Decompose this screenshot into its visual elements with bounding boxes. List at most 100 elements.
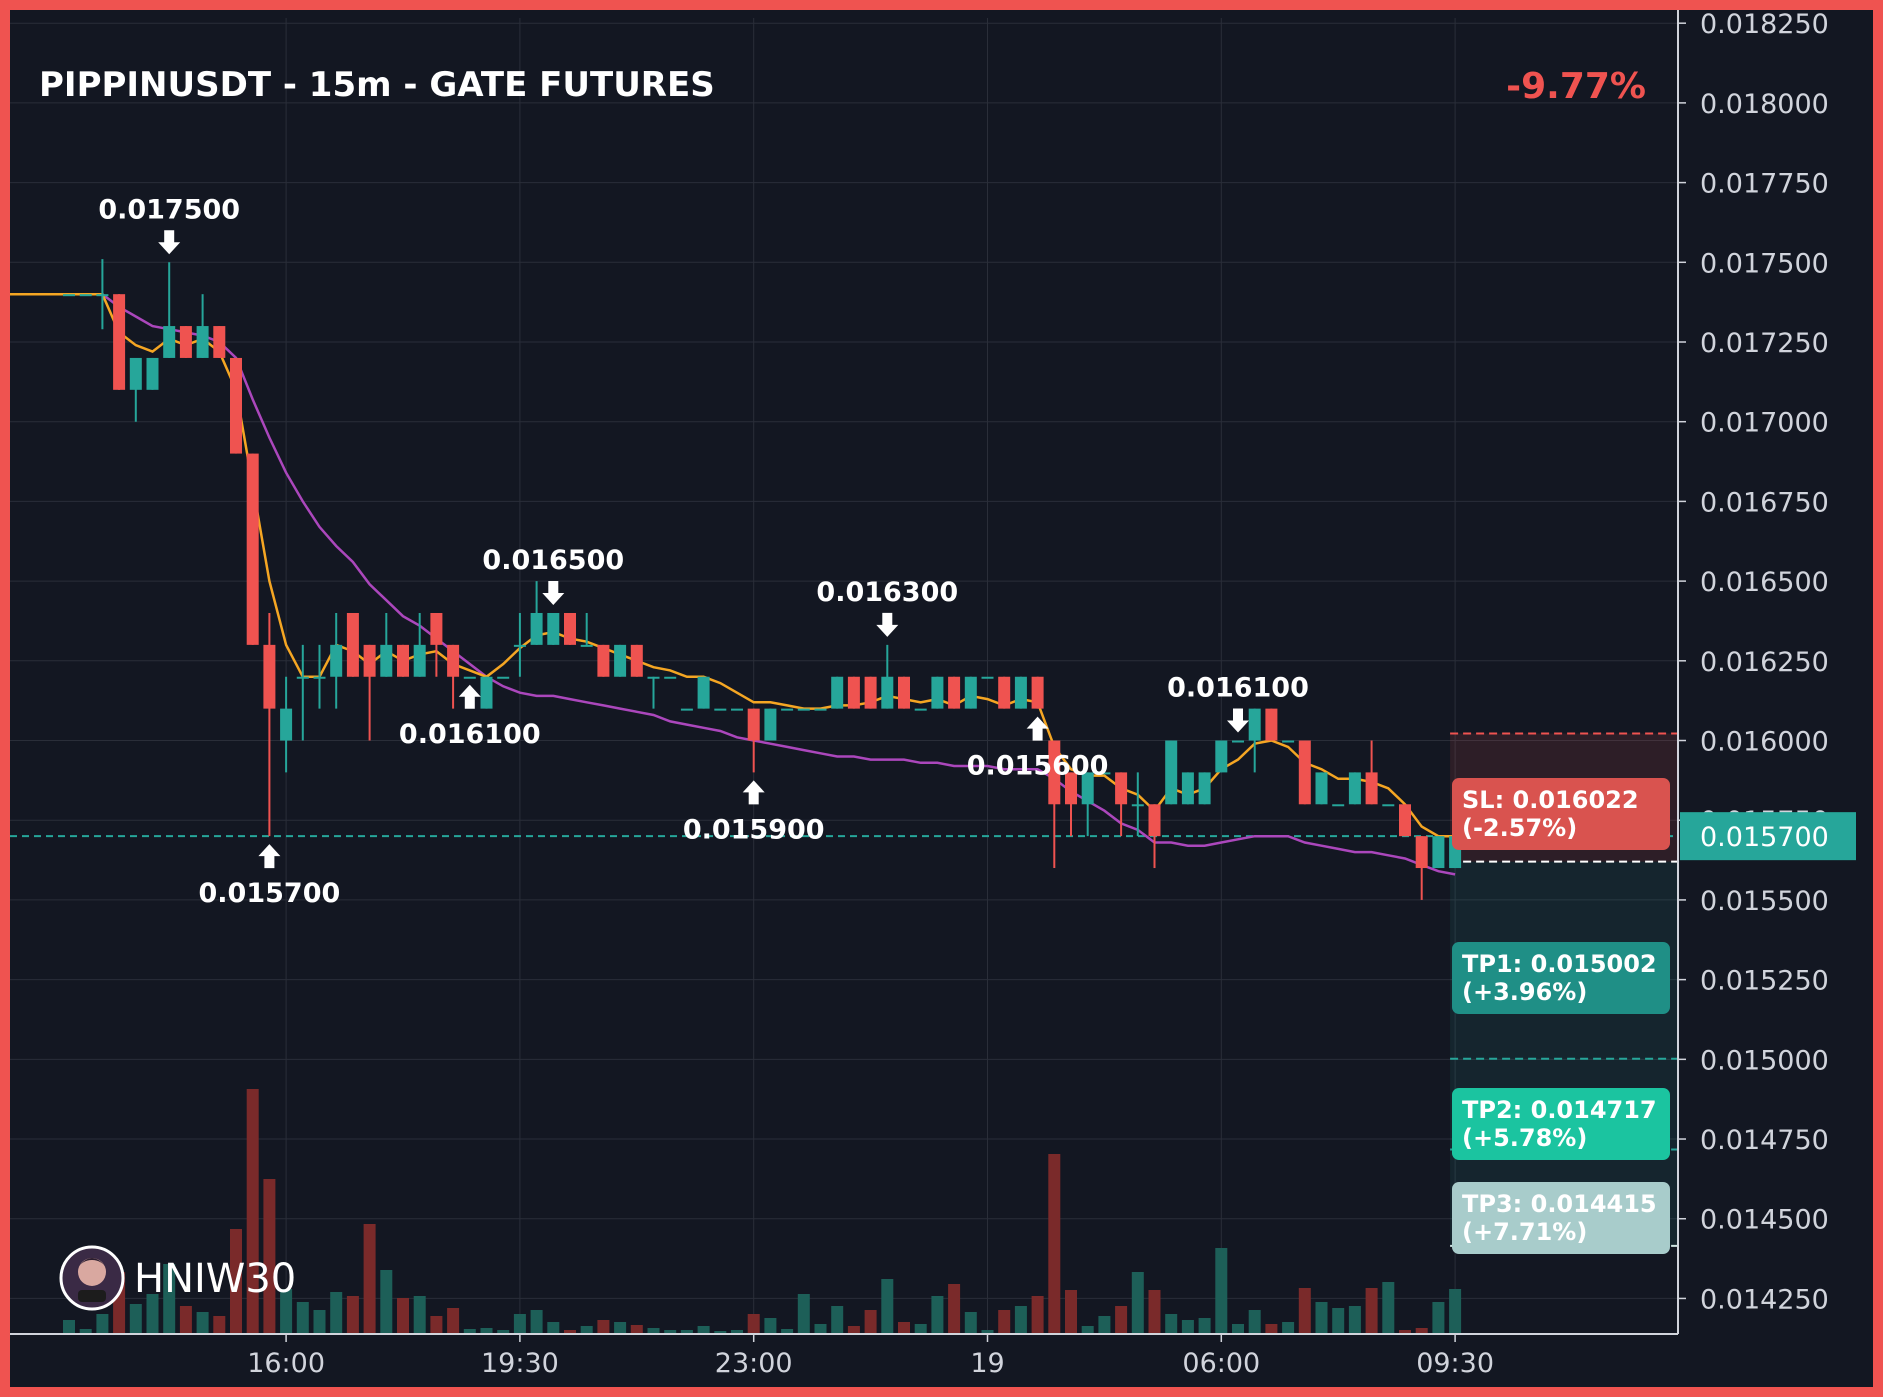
candle-down	[1399, 804, 1411, 837]
y-tick-label: 0.018250	[1700, 10, 1829, 40]
stop-loss-label-box	[1452, 778, 1670, 850]
candle-body	[397, 644, 409, 677]
candle-up	[1248, 708, 1261, 773]
volume-bar	[447, 1308, 460, 1334]
volume-bar	[346, 1296, 359, 1334]
candle-body	[146, 357, 159, 390]
volume-bar	[630, 1325, 643, 1334]
volume-bar	[63, 1320, 75, 1334]
tp1-label-box	[1452, 942, 1670, 1014]
candle-body	[1148, 804, 1161, 837]
candle-down	[1298, 740, 1311, 805]
candle-up	[1014, 676, 1027, 709]
volume-bar	[1365, 1288, 1378, 1334]
x-tick-label: 19:30	[481, 1348, 559, 1379]
candle-body	[1065, 772, 1077, 805]
candle-body	[163, 326, 176, 358]
annotation-label: 0.017500	[98, 194, 240, 225]
tp3-label-box	[1452, 1182, 1670, 1254]
candle-up	[814, 708, 827, 711]
candle-body	[797, 708, 810, 711]
x-tick-label: 23:00	[715, 1348, 793, 1379]
volume-bar	[597, 1320, 610, 1334]
candle-down	[747, 708, 760, 773]
ema-fast-line	[10, 292, 1456, 838]
volume-bar	[1014, 1306, 1027, 1334]
y-tick-label: 0.014250	[1700, 1284, 1829, 1315]
stop-loss-label-percent: (-2.57%)	[1462, 814, 1577, 842]
candle-up	[1332, 804, 1345, 807]
candle-body	[564, 612, 576, 645]
candle-up	[881, 644, 894, 709]
candle-up	[513, 612, 526, 677]
candle-up	[1232, 740, 1244, 743]
annotation-label: 0.016300	[816, 577, 958, 608]
candle-up	[413, 612, 426, 677]
take-profit-zone	[1450, 861, 1678, 1246]
candle-body	[513, 644, 526, 647]
candle-body	[1115, 772, 1128, 805]
volume-bar	[380, 1270, 393, 1334]
candle-down	[630, 644, 643, 677]
volume-bar	[847, 1326, 860, 1334]
price-chart[interactable]: 0.017500 0.015700 0.016100 0.016500 0.015900…	[10, 10, 1873, 1387]
volume-bar	[363, 1224, 376, 1334]
volume-bar	[1131, 1272, 1144, 1334]
volume-bar	[1232, 1324, 1244, 1334]
current-price-tag	[1680, 812, 1856, 861]
y-tick-label: 0.015500	[1700, 886, 1829, 917]
annotation-label: 0.016500	[482, 545, 624, 576]
y-tick-label: 0.015250	[1700, 966, 1829, 997]
ema-slow-line	[10, 292, 1456, 876]
candle-body	[664, 676, 677, 679]
volume-bar	[1031, 1296, 1044, 1334]
volume-bar	[79, 1329, 92, 1334]
tp1-label: TP1: 0.015002(+3.96%)	[1452, 942, 1670, 1014]
grid-lines	[10, 18, 1678, 1334]
candle-down	[179, 326, 192, 358]
candle-down	[1265, 708, 1278, 741]
candle-body	[1014, 676, 1027, 709]
volume-bar	[1081, 1326, 1094, 1334]
author-badge[interactable]: HNIW30	[59, 1245, 296, 1311]
tp3-label-percent: (+7.71%)	[1462, 1218, 1587, 1246]
volume-bar	[1432, 1302, 1445, 1334]
candle-body	[1248, 708, 1261, 741]
candle-down	[263, 612, 276, 837]
volume-bar	[330, 1292, 343, 1334]
volume-bars	[63, 1089, 1462, 1334]
candle-body	[1232, 740, 1244, 743]
candle-down	[230, 357, 242, 454]
candlesticks	[63, 259, 1462, 900]
price-annotation: 0.017500	[98, 194, 240, 255]
candle-body	[1432, 836, 1445, 869]
volume-bar	[931, 1296, 944, 1334]
candle-body	[296, 676, 309, 679]
volume-bar	[731, 1330, 743, 1334]
price-change: -9.77%	[1506, 66, 1646, 107]
candle-body	[179, 326, 192, 358]
volume-bar	[530, 1310, 543, 1334]
candle-down	[1065, 772, 1077, 837]
price-annotation: 0.016300	[816, 577, 958, 637]
arrow-down-icon	[1227, 708, 1249, 733]
candle-body	[1215, 740, 1228, 773]
y-tick-label: 0.017250	[1700, 328, 1829, 359]
volume-bar	[129, 1304, 142, 1334]
price-annotation: 0.015900	[683, 780, 825, 845]
candle-body	[463, 676, 476, 679]
candle-up	[1198, 772, 1211, 805]
annotation-label: 0.015900	[683, 814, 825, 845]
candle-body	[1098, 772, 1111, 775]
arrow-up-icon	[258, 844, 281, 869]
volume-bar	[296, 1302, 309, 1334]
y-tick-label: 0.017000	[1700, 408, 1829, 439]
candle-body	[430, 612, 443, 645]
volume-bar	[1449, 1289, 1462, 1334]
candle-body	[948, 676, 961, 709]
volume-bar	[697, 1326, 710, 1334]
volume-bar	[747, 1314, 760, 1334]
volume-bar	[547, 1322, 560, 1334]
author-name: HNIW30	[134, 1256, 296, 1302]
